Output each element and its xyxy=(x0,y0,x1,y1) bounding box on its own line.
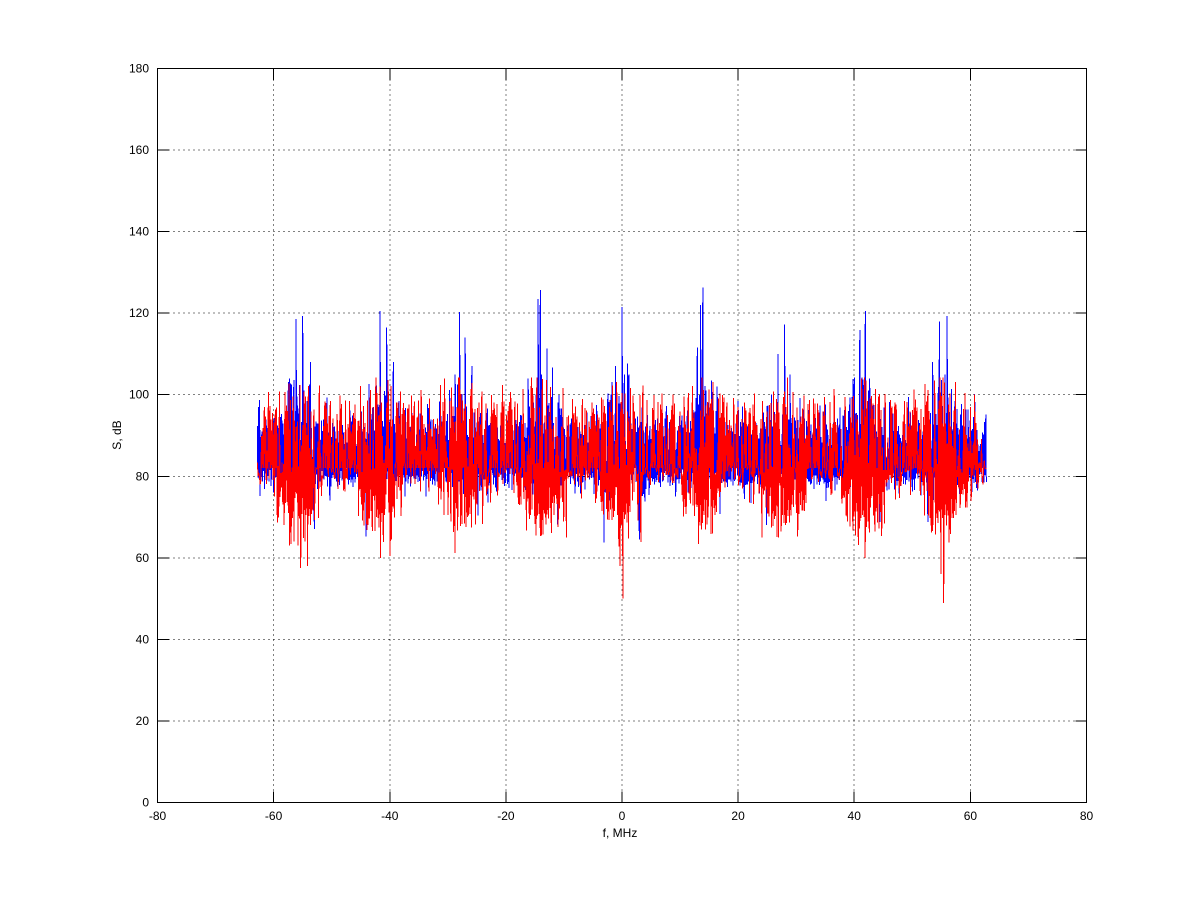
svg-text:60: 60 xyxy=(964,809,978,823)
svg-text:180: 180 xyxy=(129,62,149,76)
svg-text:20: 20 xyxy=(136,714,150,728)
svg-text:f, MHz: f, MHz xyxy=(603,826,638,840)
svg-text:20: 20 xyxy=(731,809,745,823)
svg-text:0: 0 xyxy=(142,796,149,810)
svg-text:80: 80 xyxy=(136,469,150,483)
svg-text:-20: -20 xyxy=(497,809,515,823)
svg-text:-40: -40 xyxy=(381,809,399,823)
svg-text:0: 0 xyxy=(619,809,626,823)
svg-text:80: 80 xyxy=(1080,809,1094,823)
svg-text:S, dB: S, dB xyxy=(110,420,124,449)
svg-text:-60: -60 xyxy=(265,809,283,823)
svg-text:-80: -80 xyxy=(149,809,167,823)
svg-text:120: 120 xyxy=(129,306,149,320)
svg-text:40: 40 xyxy=(136,632,150,646)
svg-text:140: 140 xyxy=(129,225,149,239)
svg-text:160: 160 xyxy=(129,143,149,157)
svg-text:40: 40 xyxy=(848,809,862,823)
svg-text:100: 100 xyxy=(129,388,149,402)
svg-text:60: 60 xyxy=(136,551,150,565)
